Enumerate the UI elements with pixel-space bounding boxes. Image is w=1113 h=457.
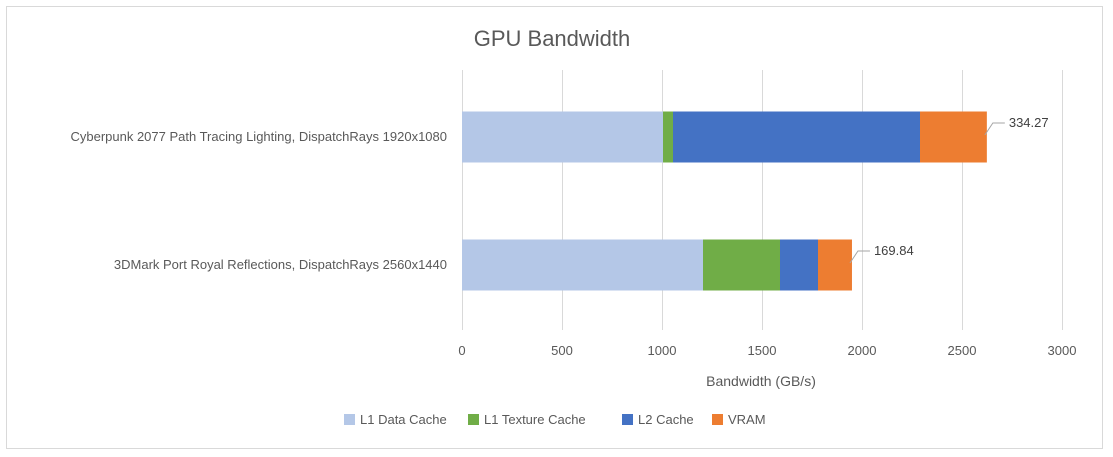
category-label: 3DMark Port Royal Reflections, DispatchR… — [114, 257, 447, 272]
legend-swatch — [712, 414, 723, 425]
bar-segment-l2-cache — [673, 111, 920, 163]
x-tick-label: 3000 — [1048, 343, 1077, 358]
legend-label: L1 Texture Cache — [484, 412, 586, 427]
chart-frame — [6, 6, 1103, 449]
bar-segment-l2-cache — [780, 239, 818, 291]
legend-label: VRAM — [728, 412, 766, 427]
x-tick-label: 2500 — [948, 343, 977, 358]
category-label: Cyberpunk 2077 Path Tracing Lighting, Di… — [70, 129, 447, 144]
bar-segment-vram — [920, 111, 987, 163]
legend-swatch — [622, 414, 633, 425]
bar-segment-l1-texture-cache — [663, 111, 673, 163]
legend-label: L2 Cache — [638, 412, 694, 427]
tick-layer: 0 500 1000 1500 2000 2500 3000 — [458, 343, 1076, 358]
data-label-leader — [849, 250, 870, 264]
x-axis-title: Bandwidth (GB/s) — [706, 373, 816, 389]
legend-swatch — [468, 414, 479, 425]
bar-segment-l1-data-cache — [462, 111, 663, 163]
x-tick-label: 500 — [551, 343, 573, 358]
bar-layer — [462, 111, 987, 291]
legend-swatch — [344, 414, 355, 425]
data-label: 169.84 — [874, 243, 914, 258]
legend-label: L1 Data Cache — [360, 412, 447, 427]
data-label-leader — [984, 122, 1005, 136]
x-tick-label: 1500 — [748, 343, 777, 358]
bar-segment-l1-data-cache — [462, 239, 703, 291]
grid-layer — [462, 70, 1063, 330]
chart-title: GPU Bandwidth — [474, 26, 631, 51]
bar-segment-vram — [818, 239, 852, 291]
x-tick-label: 0 — [458, 343, 465, 358]
legend: L1 Data Cache L1 Texture Cache L2 Cache VRA… — [344, 412, 766, 427]
label-layer: Cyberpunk 2077 Path Tracing Lighting, Di… — [70, 115, 1048, 272]
x-tick-label: 2000 — [848, 343, 877, 358]
data-label: 334.27 — [1009, 115, 1049, 130]
x-tick-label: 1000 — [648, 343, 677, 358]
bar-segment-l1-texture-cache — [703, 239, 780, 291]
